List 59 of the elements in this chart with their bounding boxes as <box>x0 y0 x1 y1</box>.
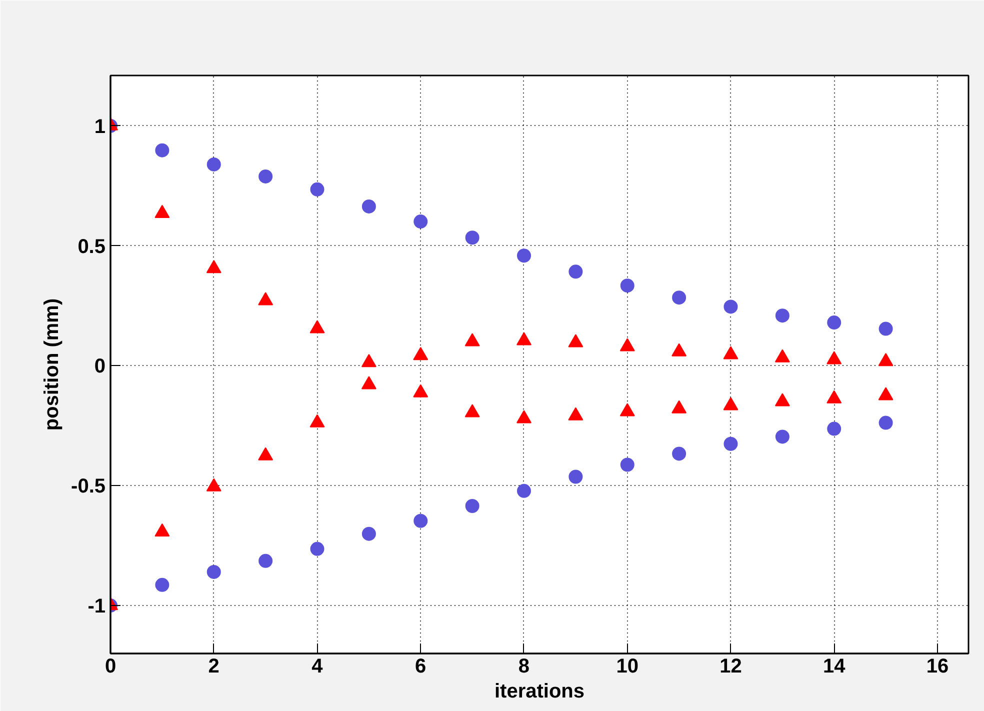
point <box>206 260 222 274</box>
point <box>827 316 842 330</box>
point <box>310 414 325 428</box>
y-tick-label: -0.5 <box>71 476 106 498</box>
point <box>723 346 738 360</box>
point <box>464 404 480 418</box>
x-tick-label: 8 <box>518 656 530 678</box>
point <box>155 143 170 158</box>
point <box>362 199 376 214</box>
point <box>774 349 790 362</box>
point <box>672 400 687 414</box>
point <box>206 478 222 492</box>
x-tick-label: 4 <box>312 656 324 678</box>
x-tick-label: 2 <box>208 656 220 678</box>
point <box>361 354 376 368</box>
y-tick-label: 0.5 <box>78 236 106 258</box>
point <box>516 410 532 424</box>
point <box>878 353 894 366</box>
point <box>620 278 634 293</box>
point <box>310 182 324 196</box>
point <box>516 332 532 346</box>
y-tick-label: -1 <box>88 596 106 618</box>
point <box>413 347 428 360</box>
point <box>878 322 893 336</box>
point <box>206 157 221 172</box>
point <box>568 407 584 420</box>
point <box>464 333 480 346</box>
point <box>414 214 428 229</box>
point <box>672 290 686 305</box>
point <box>620 338 635 352</box>
y-tick-label: 1 <box>94 116 106 138</box>
point <box>258 447 274 460</box>
point <box>826 351 842 364</box>
point <box>258 169 273 184</box>
point <box>568 264 583 279</box>
point <box>361 376 376 390</box>
point <box>775 308 790 323</box>
point <box>724 300 738 314</box>
point <box>413 384 428 398</box>
point <box>672 343 687 356</box>
point <box>878 387 894 400</box>
x-tick-label: 16 <box>926 656 949 678</box>
point <box>826 390 842 404</box>
y-tick-label: 0 <box>94 356 106 378</box>
x-tick-label: 14 <box>822 656 846 678</box>
x-tick-label: 10 <box>616 656 638 678</box>
point <box>154 523 170 536</box>
x-axis-title: iterations <box>494 680 585 702</box>
point <box>723 397 738 410</box>
point <box>774 393 790 406</box>
point <box>516 248 531 263</box>
point <box>568 334 584 348</box>
point <box>620 403 635 416</box>
x-tick-label: 6 <box>415 656 426 678</box>
x-tick-label: 12 <box>720 656 742 678</box>
point <box>310 320 325 334</box>
point <box>258 292 274 306</box>
y-axis-title: position (mm) <box>41 298 64 431</box>
point <box>465 230 480 245</box>
